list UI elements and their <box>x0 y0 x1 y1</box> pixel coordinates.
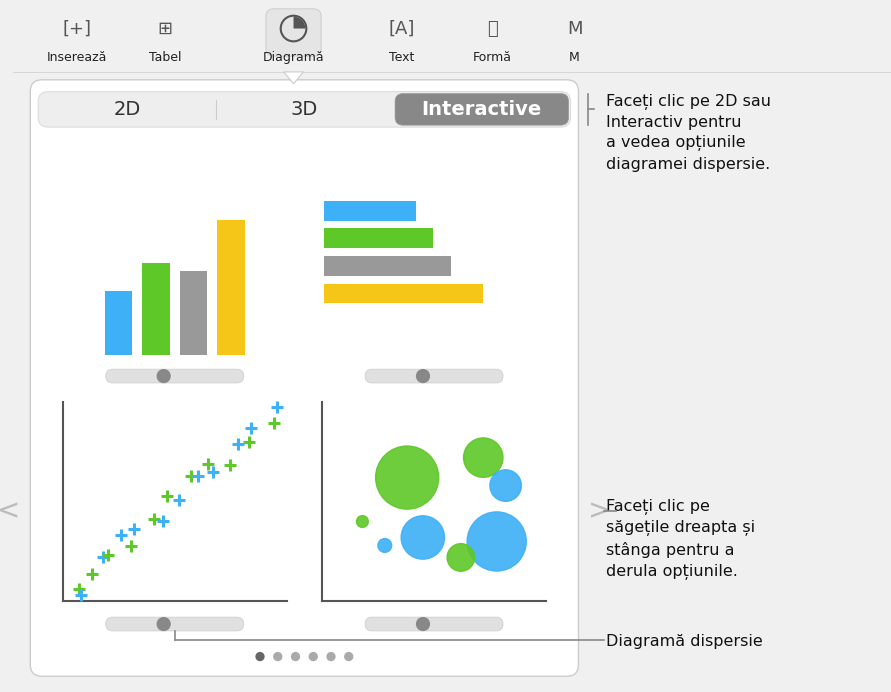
FancyBboxPatch shape <box>365 369 503 383</box>
Text: Faceți clic pe 2D sau
Interactiv pentru
a vedea opțiunile
diagramei dispersie.: Faceți clic pe 2D sau Interactiv pentru … <box>606 93 771 172</box>
Text: M: M <box>567 19 582 37</box>
Text: Inserează: Inserează <box>46 51 107 64</box>
Text: Text: Text <box>389 51 414 64</box>
Circle shape <box>417 370 429 383</box>
Text: 2D: 2D <box>113 100 141 119</box>
FancyBboxPatch shape <box>106 369 244 383</box>
Bar <box>105 291 133 356</box>
FancyBboxPatch shape <box>30 80 578 676</box>
Circle shape <box>158 370 170 383</box>
Circle shape <box>467 512 527 571</box>
FancyBboxPatch shape <box>106 617 244 631</box>
Text: 3D: 3D <box>290 100 318 119</box>
Circle shape <box>158 618 170 630</box>
Text: [+]: [+] <box>62 19 91 37</box>
Circle shape <box>490 470 521 501</box>
Text: Tabel: Tabel <box>149 51 182 64</box>
FancyBboxPatch shape <box>365 617 503 631</box>
Text: M: M <box>569 51 580 64</box>
Text: Interactive: Interactive <box>421 100 542 119</box>
Circle shape <box>463 438 503 477</box>
FancyBboxPatch shape <box>395 93 568 125</box>
Circle shape <box>256 653 264 660</box>
Text: Formă: Formă <box>473 51 512 64</box>
Text: <: < <box>0 497 20 525</box>
Text: [A]: [A] <box>388 19 415 37</box>
Circle shape <box>327 653 335 660</box>
Bar <box>180 271 208 356</box>
Bar <box>324 201 416 221</box>
Circle shape <box>378 538 392 552</box>
Circle shape <box>447 544 475 571</box>
Bar <box>324 256 451 275</box>
FancyBboxPatch shape <box>266 9 321 56</box>
Bar <box>12 5 891 72</box>
Text: Diagramă: Diagramă <box>263 51 324 64</box>
Polygon shape <box>283 72 304 84</box>
Bar <box>324 228 433 248</box>
Text: >: > <box>588 497 612 525</box>
Wedge shape <box>293 17 306 28</box>
FancyBboxPatch shape <box>38 91 570 127</box>
Circle shape <box>401 516 445 559</box>
Circle shape <box>274 653 282 660</box>
Bar <box>324 284 483 303</box>
Bar <box>217 220 245 356</box>
Circle shape <box>356 516 368 527</box>
Text: ⊞: ⊞ <box>158 19 173 37</box>
Circle shape <box>376 446 438 509</box>
Circle shape <box>309 653 317 660</box>
Text: Faceți clic pe
săgețile dreapta și
stânga pentru a
derula opțiunile.: Faceți clic pe săgețile dreapta și stâng… <box>606 499 756 580</box>
Text: Diagramă dispersie: Diagramă dispersie <box>606 634 763 649</box>
Circle shape <box>345 653 353 660</box>
Bar <box>143 263 170 356</box>
Circle shape <box>417 618 429 630</box>
Text: ⬜: ⬜ <box>487 19 498 37</box>
Circle shape <box>291 653 299 660</box>
